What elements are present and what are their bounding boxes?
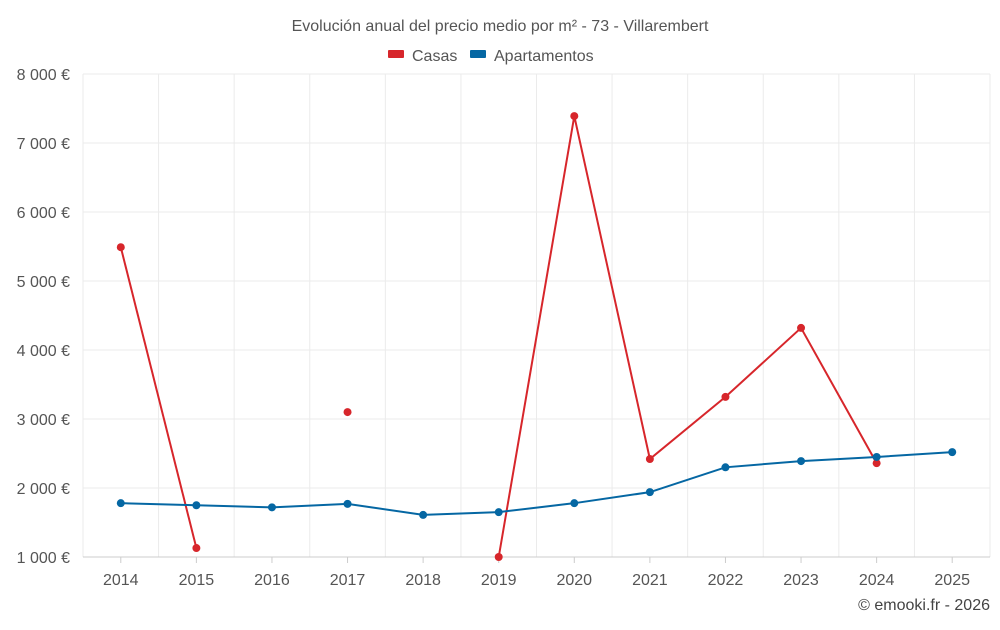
x-tick-label: 2017 (330, 572, 366, 589)
data-point (645, 488, 654, 497)
series-line (497, 115, 878, 558)
data-point (797, 323, 806, 332)
x-tick-label: 2014 (103, 572, 139, 589)
data-point (267, 503, 276, 512)
y-tick-label: 1 000 € (17, 550, 70, 567)
data-point (948, 448, 957, 457)
data-point (570, 112, 579, 121)
legend-swatch (470, 50, 486, 58)
x-tick-label: 2020 (556, 572, 592, 589)
axes: 1 000 € 2 000 € 3 000 € 4 000 € 5 000 € 6 000… (17, 67, 990, 589)
x-tick-label: 2016 (254, 572, 290, 589)
credit-text: © emooki.fr - 2026 (858, 597, 990, 614)
y-tick-label: 6 000 € (17, 205, 70, 222)
y-tick-label: 4 000 € (17, 343, 70, 360)
data-point (721, 463, 730, 472)
x-tick-label: 2019 (481, 572, 517, 589)
data-point (343, 408, 352, 417)
data-point (494, 508, 503, 517)
y-tick-label: 7 000 € (17, 136, 70, 153)
legend: Casas Apartamentos (388, 48, 594, 65)
x-tick-label: 2024 (859, 572, 895, 589)
x-tick-label: 2023 (783, 572, 819, 589)
series-casas (116, 112, 881, 561)
data-point (570, 499, 579, 508)
x-tick-label: 2025 (934, 572, 970, 589)
y-tick-label: 5 000 € (17, 274, 70, 291)
data-point (116, 243, 125, 252)
series-layer (116, 112, 957, 561)
data-point (872, 459, 881, 468)
data-point (797, 457, 806, 466)
x-tick-label: 2021 (632, 572, 668, 589)
data-point (645, 455, 654, 464)
data-point (192, 501, 201, 510)
legend-swatch (388, 50, 404, 58)
x-tick-label: 2015 (179, 572, 215, 589)
data-point (192, 544, 201, 553)
series-line (119, 246, 198, 549)
y-tick-label: 8 000 € (17, 67, 70, 84)
data-point (721, 392, 730, 401)
series-apartamentos (116, 448, 957, 519)
x-tick-label: 2022 (708, 572, 744, 589)
x-tick-label: 2018 (405, 572, 441, 589)
y-tick-label: 3 000 € (17, 412, 70, 429)
chart-title: Evolución anual del precio medio por m² … (292, 18, 709, 35)
legend-label: Casas (412, 48, 457, 65)
data-point (872, 452, 881, 461)
y-tick-label: 2 000 € (17, 481, 70, 498)
data-point (419, 510, 428, 519)
grid (82, 73, 991, 558)
data-point (116, 499, 125, 508)
data-point (343, 499, 352, 508)
legend-label: Apartamentos (494, 48, 594, 65)
series-line (120, 451, 953, 516)
data-point (494, 553, 503, 561)
